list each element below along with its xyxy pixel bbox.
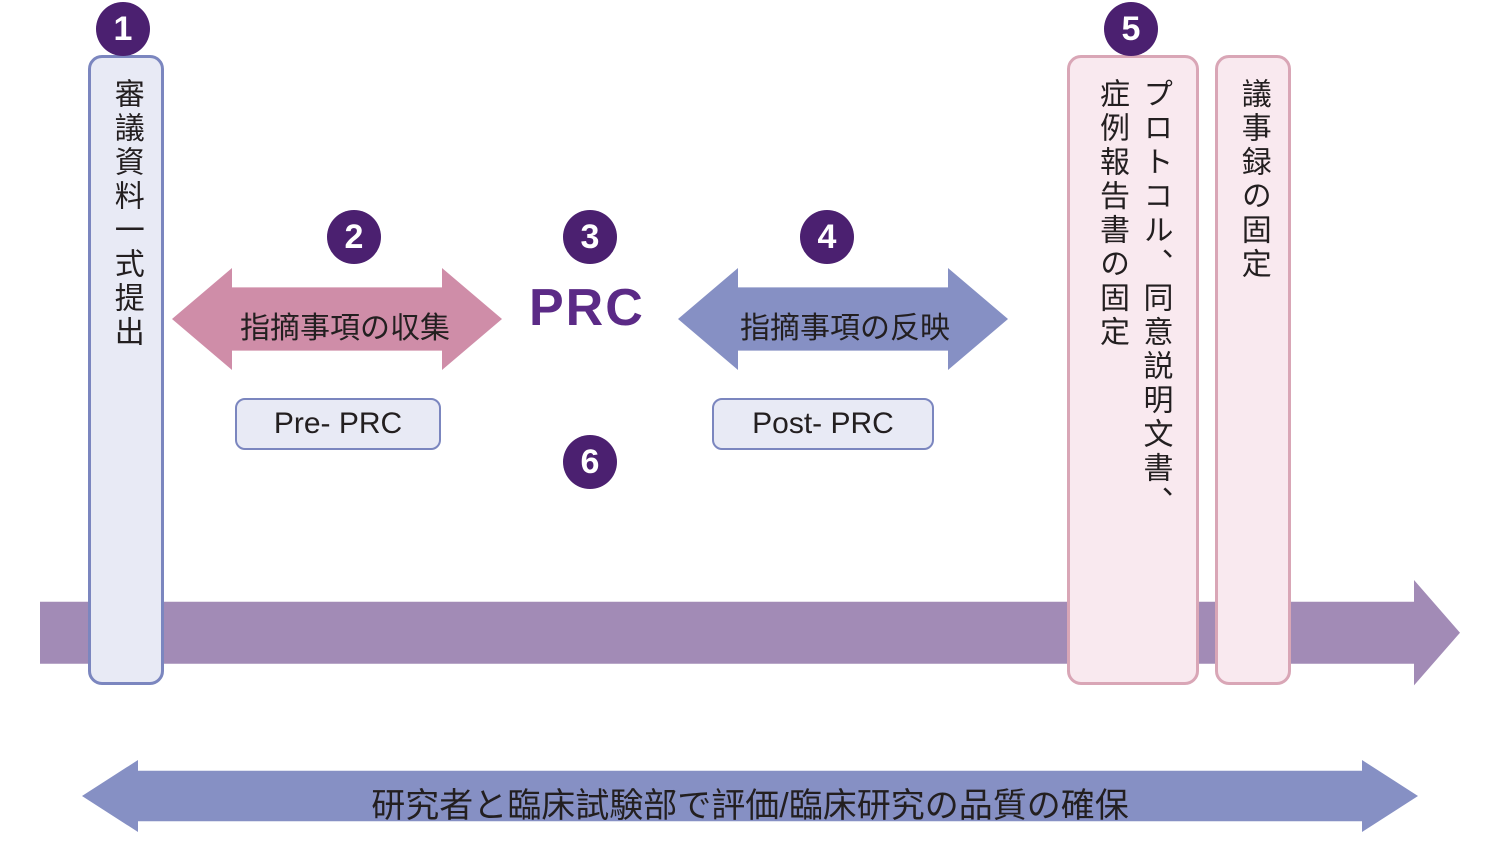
box-step5a: プロトコル、同意説明文書、 症例報告書の固定 <box>1067 55 1199 685</box>
badge-1: 1 <box>96 2 150 56</box>
bottom-arrow-label: 研究者と臨床試験部で評価/臨床研究の品質の確保 <box>0 778 1500 827</box>
badge-5: 5 <box>1104 2 1158 56</box>
badge-2: 2 <box>327 210 381 264</box>
diagram-stage: 審議資料一式提出 プロトコル、同意説明文書、 症例報告書の固定 議事録の固定 指… <box>0 0 1500 867</box>
stage-label-post: Post- PRC <box>712 398 934 450</box>
prc-label: PRC <box>529 278 645 338</box>
box-step1-text: 審議資料一式提出 <box>104 78 148 682</box>
box-step5b: 議事録の固定 <box>1215 55 1291 685</box>
box-step1: 審議資料一式提出 <box>88 55 164 685</box>
stage-label-pre: Pre- PRC <box>235 398 441 450</box>
box-step5a-text: プロトコル、同意説明文書、 症例報告書の固定 <box>1090 78 1177 682</box>
badge-6: 6 <box>563 435 617 489</box>
arrow-left-label: 指摘事項の収集 <box>240 303 450 347</box>
arrow-right-label: 指摘事項の反映 <box>740 303 950 347</box>
box-step5b-text: 議事録の固定 <box>1231 78 1275 682</box>
badge-4: 4 <box>800 210 854 264</box>
badge-3: 3 <box>563 210 617 264</box>
